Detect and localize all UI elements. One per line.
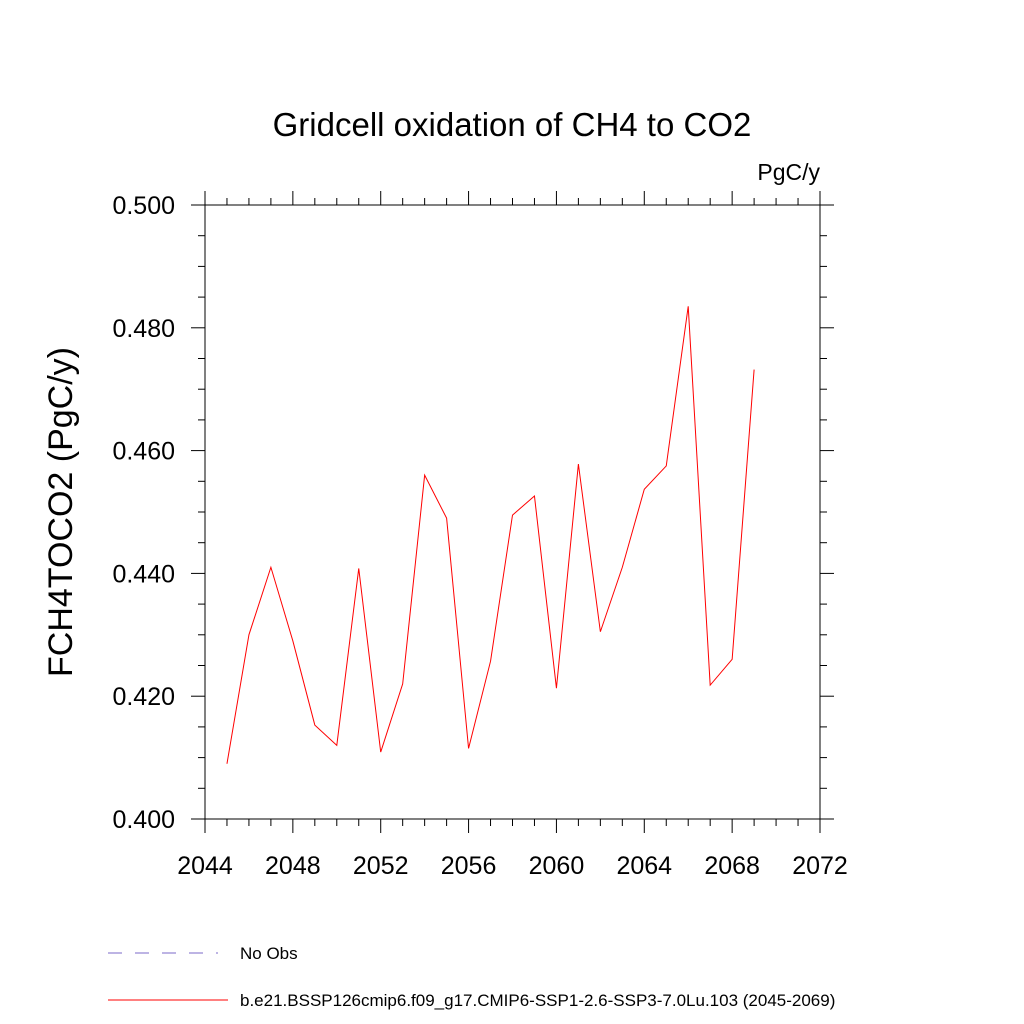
y-tick-label: 0.440 xyxy=(112,560,175,588)
units-label: PgC/y xyxy=(757,159,820,185)
y-axis-label: FCH4TOCO2 (PgC/y) xyxy=(42,347,80,677)
x-tick-label: 2044 xyxy=(177,852,233,880)
y-tick-labels: 0.400 0.420 0.440 0.460 0.480 0.500 xyxy=(112,192,175,834)
x-tick-label: 2048 xyxy=(265,852,321,880)
x-tick-label: 2068 xyxy=(704,852,760,880)
x-tick-label: 2072 xyxy=(792,852,848,880)
x-tick-label: 2056 xyxy=(441,852,497,880)
chart-title: Gridcell oxidation of CH4 to CO2 xyxy=(273,106,752,143)
legend-label-no-obs: No Obs xyxy=(240,944,298,963)
y-tick-label: 0.500 xyxy=(112,192,175,220)
x-tick-label: 2060 xyxy=(529,852,585,880)
x-tick-labels: 2044 2048 2052 2056 2060 2064 2068 2072 xyxy=(177,852,848,880)
x-tick-label: 2052 xyxy=(353,852,409,880)
y-tick-label: 0.460 xyxy=(112,438,175,466)
legend: No Obs b.e21.BSSP126cmip6.f09_g17.CMIP6-… xyxy=(108,944,835,1010)
y-tick-label: 0.480 xyxy=(112,315,175,343)
axis-ticks xyxy=(191,191,834,833)
y-tick-label: 0.400 xyxy=(112,806,175,834)
series-layer xyxy=(226,306,755,764)
legend-label-model-run: b.e21.BSSP126cmip6.f09_g17.CMIP6-SSP1-2.… xyxy=(240,991,835,1010)
y-tick-label: 0.420 xyxy=(112,683,175,711)
plot-frame xyxy=(204,204,821,820)
series-line xyxy=(226,306,755,764)
x-tick-label: 2064 xyxy=(616,852,672,880)
